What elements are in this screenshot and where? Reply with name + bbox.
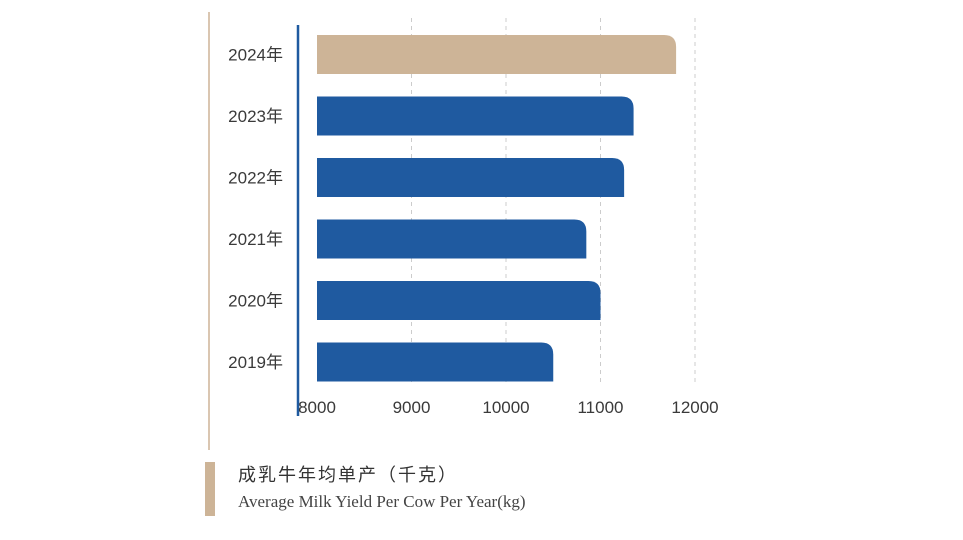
x-tick-label: 10000 <box>482 398 529 417</box>
category-label: 2022年 <box>228 169 283 188</box>
bar-2019 <box>317 342 554 382</box>
bar-2023 <box>317 96 634 136</box>
category-label: 2020年 <box>228 292 283 311</box>
category-label: 2021年 <box>228 230 283 249</box>
x-tick-label: 12000 <box>671 398 718 417</box>
bar-2021 <box>317 219 587 259</box>
chart-subtitle: Average Milk Yield Per Cow Per Year(kg) <box>238 492 526 511</box>
bar-2022 <box>317 158 625 197</box>
category-label: 2023年 <box>228 107 283 126</box>
x-tick-label: 8000 <box>298 398 336 417</box>
x-tick-label: 11000 <box>577 398 623 417</box>
bar-2024 <box>317 35 677 74</box>
category-label: 2024年 <box>228 46 283 65</box>
bars <box>317 35 677 382</box>
chart-title: 成乳牛年均单产（千克） <box>238 465 458 486</box>
category-label: 2019年 <box>228 353 283 372</box>
category-labels: 2024年 2023年 2022年 2021年 2020年 2019年 <box>228 46 283 373</box>
legend-swatch <box>205 462 215 516</box>
x-tick-label: 9000 <box>393 398 431 417</box>
bar-2020 <box>317 281 601 320</box>
x-tick-labels: 8000 9000 10000 11000 12000 <box>298 398 719 417</box>
